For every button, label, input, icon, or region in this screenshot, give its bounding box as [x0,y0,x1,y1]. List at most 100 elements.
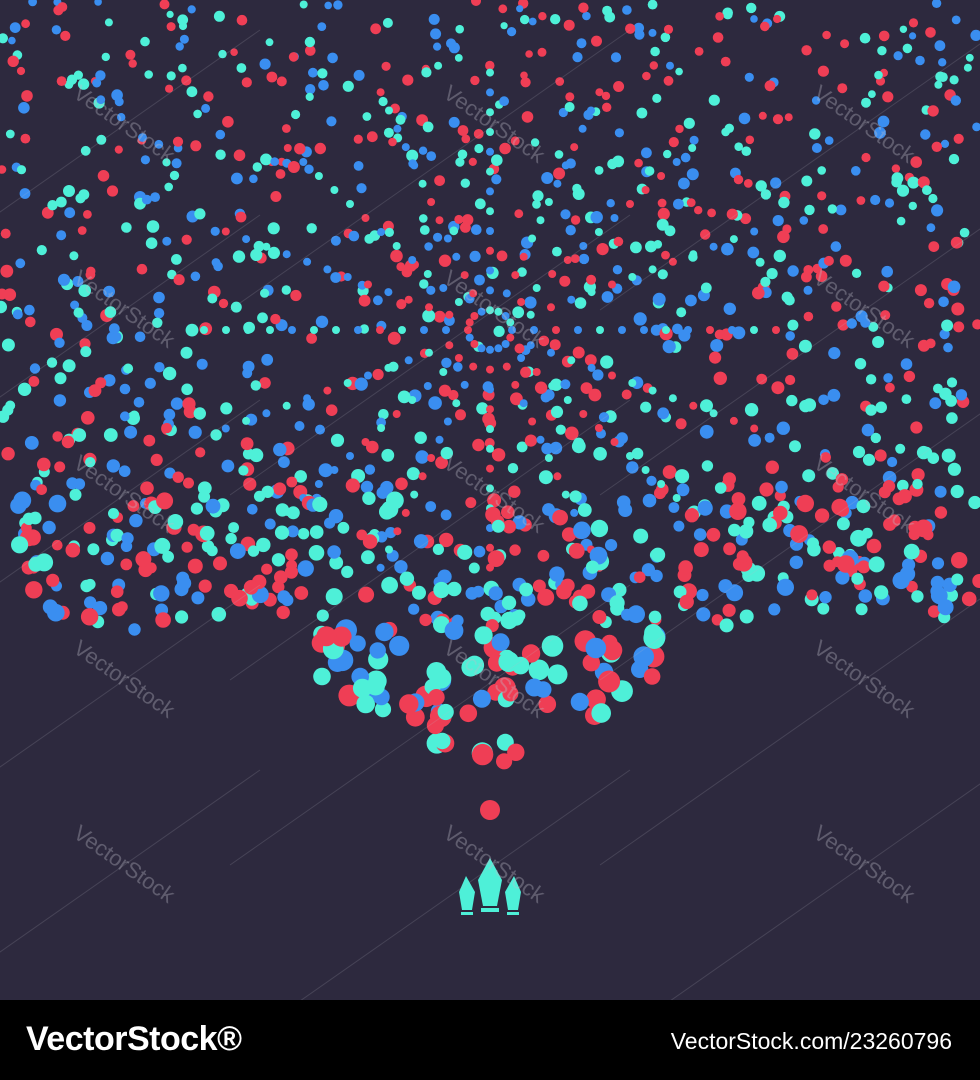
dot [211,258,221,267]
dot [28,556,44,572]
dot [422,121,434,133]
dot [538,695,557,713]
dot [826,467,839,480]
dot [713,371,727,385]
dot [819,591,832,604]
dot [332,326,340,334]
dot [134,331,146,343]
dot [509,544,521,556]
dot [308,67,318,78]
dot [433,232,443,242]
dot [673,198,684,210]
dot [401,266,413,278]
dot [710,339,724,352]
dot [602,640,623,661]
dot [366,440,379,454]
dot [511,380,520,389]
dot [947,280,961,294]
dot [288,52,299,62]
dot [861,97,871,108]
dot [538,12,547,21]
dot [920,129,931,140]
dot [553,179,562,188]
dot [387,331,401,345]
dot [502,519,516,534]
dot [473,545,486,558]
footer-url: VectorStock.com/23260796 [670,1028,952,1054]
dot [8,36,16,45]
dot [755,180,767,192]
dot [190,271,201,282]
dot [887,456,898,468]
dot [470,312,479,320]
dot [306,223,317,234]
dot [521,644,541,663]
dot [375,622,394,642]
dot [457,544,473,560]
dot [561,161,570,170]
dot [64,207,76,219]
dot [323,386,332,395]
dot [1,447,15,461]
dot [210,429,222,441]
dot [585,560,600,574]
dot [700,282,712,294]
dot [630,241,642,254]
dot [408,256,417,264]
dot [36,484,47,495]
dot [663,149,672,159]
dot [118,465,131,478]
dot [425,303,433,312]
dot [596,326,604,334]
dot [442,326,450,334]
dot [276,76,287,87]
dot [247,545,260,557]
dot [286,476,298,488]
dot [578,124,587,133]
dot [476,402,489,415]
dot [349,635,366,652]
dot [831,301,842,312]
dot [570,508,579,517]
dot [408,603,420,615]
dot [672,158,681,166]
dot [582,11,591,21]
dot [200,326,208,334]
dot [210,226,220,236]
dot [294,143,306,155]
dot [410,490,419,499]
dot [127,500,140,512]
dot [343,273,352,281]
dot [274,525,290,540]
footer-brand: VectorStock® [26,1020,242,1058]
dot [580,584,596,599]
dot [854,358,867,370]
dot [824,136,834,145]
dot [616,495,631,510]
dot [9,22,21,33]
dot [487,493,502,508]
dot [460,222,471,233]
dot [678,560,693,575]
dot [83,210,92,219]
dot [801,271,812,283]
dot [460,178,470,188]
dot [106,459,121,473]
dot [172,136,184,147]
dot [688,508,697,516]
dot [729,416,738,425]
dot [286,525,299,538]
dot [643,668,661,685]
dot [554,150,564,159]
dot [185,323,199,337]
dot [327,52,338,64]
dot [291,109,301,120]
dot [594,166,604,175]
dot [201,540,215,553]
dot [486,187,494,196]
dot [114,145,123,154]
dot [362,534,378,549]
dot [25,316,36,328]
dot [502,289,511,298]
dot [882,91,894,103]
